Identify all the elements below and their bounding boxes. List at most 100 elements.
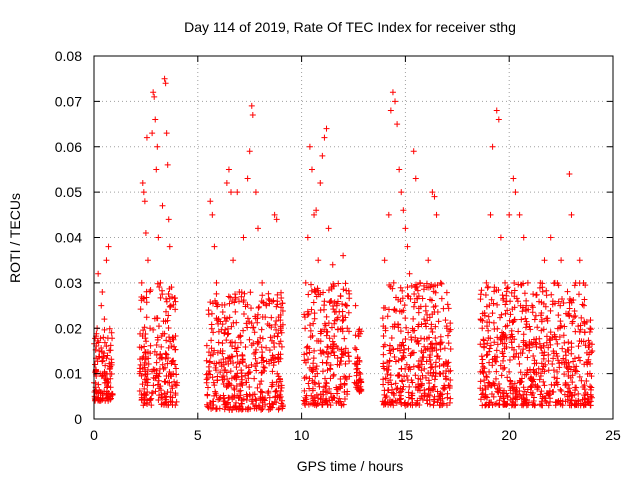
data-point bbox=[219, 340, 226, 347]
data-point bbox=[433, 341, 440, 348]
data-point bbox=[331, 352, 338, 359]
data-point bbox=[278, 382, 285, 389]
data-point bbox=[575, 291, 582, 298]
data-point bbox=[345, 328, 352, 335]
data-point bbox=[339, 350, 346, 357]
data-point bbox=[209, 374, 216, 381]
data-point bbox=[107, 384, 114, 391]
data-point bbox=[559, 345, 566, 352]
data-point bbox=[415, 383, 422, 390]
data-point bbox=[327, 366, 334, 373]
data-point bbox=[147, 325, 154, 332]
data-point bbox=[246, 384, 253, 391]
data-point bbox=[437, 371, 444, 378]
data-point bbox=[497, 393, 504, 400]
data-point bbox=[235, 334, 242, 341]
data-point bbox=[538, 310, 545, 317]
data-point bbox=[220, 392, 227, 399]
data-point bbox=[278, 400, 285, 407]
data-point bbox=[333, 308, 340, 315]
data-point bbox=[308, 166, 315, 173]
data-point bbox=[547, 341, 554, 348]
data-point bbox=[394, 345, 401, 352]
data-point bbox=[508, 339, 515, 346]
data-point bbox=[385, 363, 392, 370]
data-point bbox=[403, 361, 410, 368]
data-point bbox=[440, 362, 447, 369]
data-point bbox=[510, 346, 517, 353]
data-point bbox=[276, 340, 283, 347]
data-point bbox=[482, 391, 489, 398]
data-point bbox=[107, 375, 114, 382]
data-point bbox=[327, 390, 334, 397]
data-point bbox=[143, 399, 150, 406]
data-point bbox=[213, 405, 220, 412]
data-point bbox=[555, 298, 562, 305]
data-point bbox=[446, 399, 453, 406]
data-point bbox=[330, 371, 337, 378]
data-point bbox=[155, 323, 162, 330]
data-point bbox=[399, 295, 406, 302]
data-point bbox=[407, 295, 414, 302]
data-point bbox=[577, 322, 584, 329]
data-point bbox=[507, 396, 514, 403]
data-point bbox=[224, 331, 231, 338]
data-point bbox=[498, 372, 505, 379]
data-point bbox=[147, 396, 154, 403]
data-point bbox=[255, 304, 262, 311]
data-point bbox=[547, 234, 554, 241]
data-point bbox=[410, 327, 417, 334]
data-point bbox=[410, 315, 417, 322]
data-point bbox=[391, 323, 398, 330]
data-point bbox=[165, 290, 172, 297]
data-point bbox=[154, 280, 161, 287]
data-point bbox=[241, 290, 248, 297]
data-point bbox=[582, 342, 589, 349]
data-point bbox=[444, 301, 451, 308]
data-point bbox=[445, 382, 452, 389]
data-point bbox=[154, 143, 161, 150]
data-point bbox=[493, 358, 500, 365]
data-point bbox=[521, 290, 528, 297]
data-point bbox=[343, 302, 350, 309]
data-point bbox=[510, 384, 517, 391]
data-point bbox=[305, 380, 312, 387]
data-point bbox=[273, 379, 280, 386]
data-point bbox=[92, 361, 99, 368]
data-point bbox=[352, 302, 359, 309]
data-point bbox=[427, 401, 434, 408]
data-point bbox=[498, 329, 505, 336]
data-point bbox=[255, 339, 262, 346]
data-point bbox=[233, 383, 240, 390]
data-point bbox=[215, 339, 222, 346]
data-point bbox=[582, 282, 589, 289]
data-point bbox=[109, 391, 116, 398]
data-point bbox=[523, 297, 530, 304]
data-point bbox=[484, 319, 491, 326]
data-point bbox=[384, 359, 391, 366]
data-point bbox=[263, 344, 270, 351]
data-point bbox=[525, 399, 532, 406]
data-point bbox=[345, 309, 352, 316]
data-point bbox=[163, 298, 170, 305]
data-point bbox=[246, 148, 253, 155]
data-point bbox=[252, 355, 259, 362]
data-point bbox=[484, 340, 491, 347]
data-point bbox=[437, 390, 444, 397]
data-point bbox=[423, 280, 430, 287]
data-point bbox=[488, 382, 495, 389]
data-point bbox=[406, 383, 413, 390]
data-point bbox=[152, 388, 159, 395]
data-point bbox=[512, 189, 519, 196]
data-point bbox=[168, 343, 175, 350]
data-point bbox=[325, 225, 332, 232]
data-point bbox=[504, 307, 511, 314]
data-point bbox=[268, 324, 275, 331]
data-point bbox=[444, 332, 451, 339]
data-point bbox=[577, 357, 584, 364]
data-point bbox=[165, 344, 172, 351]
data-point bbox=[477, 341, 484, 348]
data-point bbox=[302, 279, 309, 286]
data-point bbox=[427, 364, 434, 371]
data-point bbox=[397, 385, 404, 392]
